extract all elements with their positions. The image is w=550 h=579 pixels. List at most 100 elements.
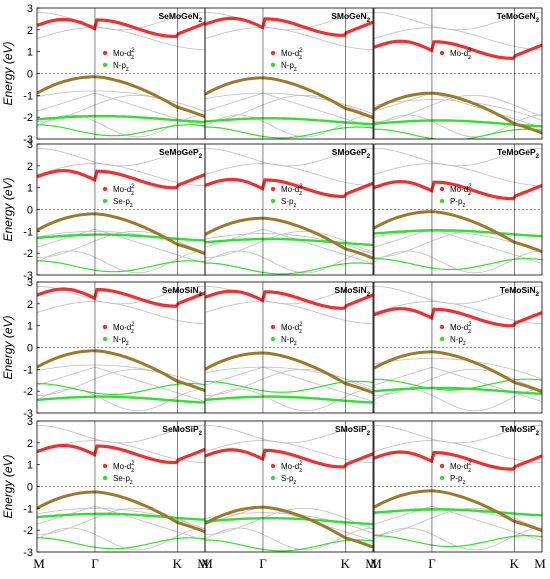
bands [374,286,542,412]
panel-title: SMoGeN2 [331,11,370,24]
legend-marker [270,198,276,204]
y-axis-label: Energy (eV) [1,177,15,241]
band-line [374,505,542,541]
band-line [37,507,205,535]
y-tick-label: -1 [23,90,33,102]
y-tick-label: -3 [23,270,33,282]
band-line [37,114,205,138]
band-line [205,92,373,115]
bands [37,286,205,412]
band-line [205,163,373,186]
panel-frame [204,143,374,276]
legend-label: N-pz [281,61,297,73]
band-line [374,148,542,167]
panel-frame [373,281,543,414]
band-line [205,440,373,463]
band-line-red [37,17,205,38]
y-tick-label: 3 [27,416,33,428]
panel-temogep: TeMoGeP2 Mo-d2 zP-pz [373,143,543,276]
band-line [374,368,542,396]
band-line [374,301,542,324]
band-line-green [37,512,205,521]
panel-frame [204,7,374,140]
y-tick-label: 3 [27,139,33,151]
band-line [37,368,205,396]
legend-marker [102,198,108,204]
panel-title: SMoSiN2 [335,285,371,298]
band-line [374,228,542,264]
legend-marker [102,50,108,56]
legend-marker [270,62,276,68]
band-line [37,366,205,402]
band-line-valence [37,212,205,256]
band-line [374,12,542,31]
legend-marker [102,463,108,469]
legend-marker [102,62,108,68]
legend-marker [270,50,276,56]
band-line [37,92,205,128]
y-tick-label: -3 [23,547,33,559]
y-tick-label: 2 [27,25,33,37]
panel-title: SMoSiP2 [335,424,371,437]
band-line [37,527,205,551]
y-tick-label: 3 [27,3,33,15]
legend-marker [270,336,276,342]
kpoint-label: M [370,556,382,571]
y-axis-label: Energy (eV) [1,454,15,518]
band-line [205,388,373,412]
band-line [37,148,205,167]
band-line-valence [205,76,373,120]
legend-label: Mo-d2 z [113,184,135,197]
legend-marker [102,186,108,192]
y-tick-label: 0 [27,482,33,494]
kpoint-label: K [510,556,520,571]
legend-label: Mo-d2 z [450,48,472,61]
legend-label: N-pz [450,335,466,347]
y-tick-label: 1 [27,183,33,195]
legend-label: Mo-d2 z [281,461,303,474]
band-line-red [374,39,542,60]
band-line [205,230,373,258]
y-tick-label: 0 [27,205,33,217]
band-line [205,250,373,274]
band-line-green [374,535,542,548]
band-line [37,507,205,530]
panel-title: SeMoGeN2 [159,11,203,24]
band-line-green [205,262,373,275]
kpoint-label: M [33,556,45,571]
y-tick-label: 2 [27,438,33,450]
kpoint-label: K [173,556,183,571]
y-tick-label: -1 [23,226,33,238]
band-line [374,286,542,305]
band-line [205,366,373,389]
band-line-valence [374,91,542,135]
band-line-green [374,258,542,271]
band-line [37,301,205,324]
y-tick-label: 2 [27,299,33,311]
y-tick-label: -2 [23,248,33,260]
legend-label: Mo-d2 z [281,322,303,335]
band-line-red [374,450,542,471]
band-line [374,99,542,121]
bands [37,12,205,138]
y-tick-label: -2 [23,525,33,537]
band-line [37,27,205,50]
band-line [37,163,205,186]
band-line-valence [374,350,542,394]
band-line-green [205,517,373,526]
legend-label: P-pz [450,197,465,209]
legend-marker [102,475,108,481]
y-tick-label: 0 [27,343,33,355]
band-line-valence [205,351,373,395]
kpoint-label: M [365,556,377,571]
band-line-red [205,16,373,37]
band-line-valence [37,75,205,119]
bands [205,12,373,139]
bands [37,148,205,274]
kpoint-label: M [201,556,213,571]
band-line-red [205,448,373,469]
band-line [37,388,205,412]
panel-frame [373,143,543,276]
panel-semosip: SeMoSiP2 Mo-d2 zSe-pz -3 -2 -1 0 1 2 3 Energy (eV)… [1,416,209,571]
band-line-red [374,179,542,201]
